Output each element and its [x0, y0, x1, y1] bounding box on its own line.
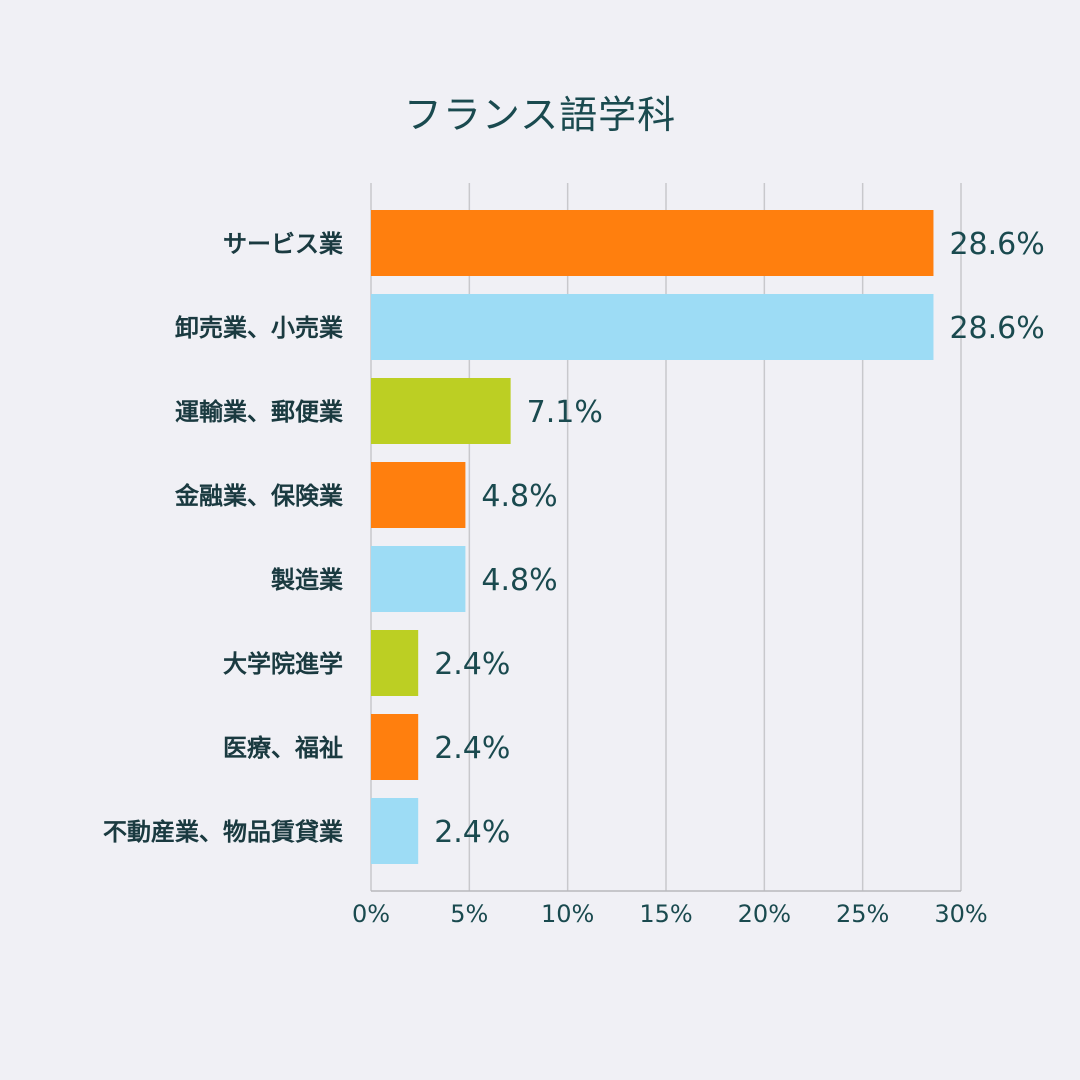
category-label: 医療、福祉	[223, 734, 343, 762]
bar	[371, 714, 419, 780]
bar	[371, 294, 934, 360]
value-label: 7.1%	[527, 395, 603, 430]
x-tick-label: 5%	[450, 900, 488, 928]
value-label: 4.8%	[481, 563, 557, 598]
x-tick-label: 10%	[541, 900, 594, 928]
category-label: 卸売業、小売業	[175, 314, 343, 342]
bar	[371, 378, 511, 444]
x-tick-label: 0%	[352, 900, 390, 928]
x-tick-label: 30%	[934, 900, 987, 928]
value-label: 4.8%	[481, 479, 557, 514]
category-label: 大学院進学	[223, 650, 343, 678]
bar	[371, 798, 419, 864]
category-label: 金融業、保険業	[174, 482, 343, 510]
value-label: 2.4%	[434, 647, 510, 682]
bar-layer	[371, 210, 934, 864]
value-label: 2.4%	[434, 731, 510, 766]
category-label: 運輸業、郵便業	[175, 398, 343, 426]
value-label: 28.6%	[949, 311, 1044, 346]
bar	[371, 462, 466, 528]
x-tick-label: 20%	[738, 900, 791, 928]
x-tick-label: 25%	[836, 900, 889, 928]
grid-layer	[370, 183, 962, 892]
chart-title: フランス語学科	[403, 93, 677, 137]
category-label: 不動産業、物品賃貸業	[103, 818, 343, 846]
value-label: 28.6%	[949, 227, 1044, 262]
bar	[371, 546, 466, 612]
value-label: 2.4%	[434, 815, 510, 850]
bar	[371, 210, 934, 276]
bar	[371, 630, 419, 696]
category-label: 製造業	[271, 566, 343, 594]
label-layer: 0% 5% 10% 15% 20% 25% 30% サービス業 28.6% 卸売業、小売業 28.6…	[103, 227, 1045, 928]
x-tick-label: 15%	[639, 900, 692, 928]
category-label: サービス業	[223, 230, 343, 258]
